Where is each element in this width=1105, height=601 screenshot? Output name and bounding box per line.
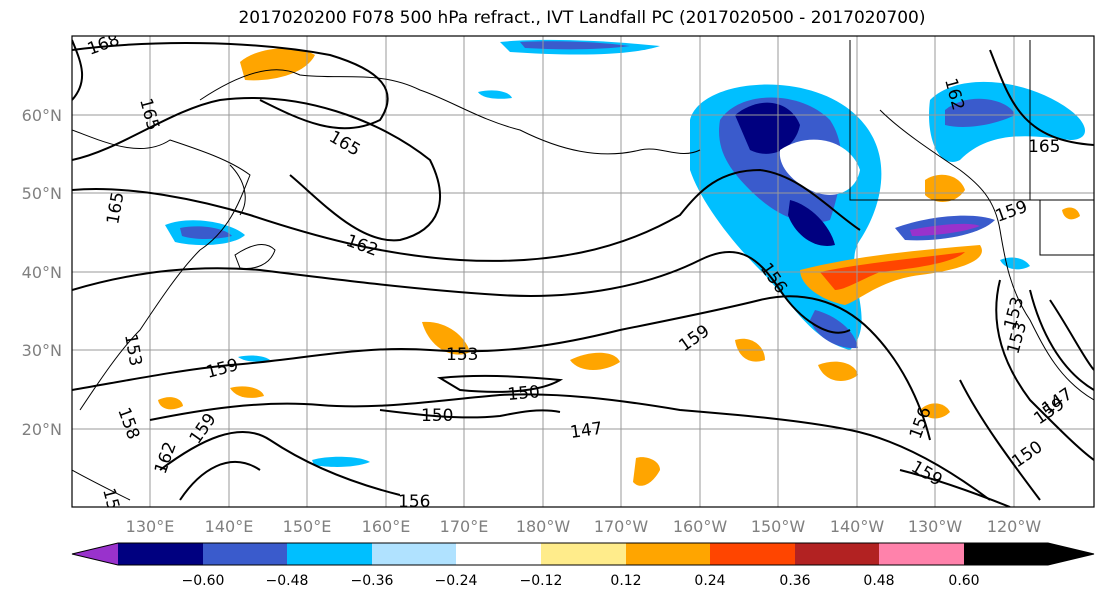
colorbar-tick-label: 0.48 <box>863 573 894 589</box>
contour-label: 150 <box>421 406 453 426</box>
negative-anomaly-region <box>312 456 370 467</box>
graticule <box>72 36 1094 507</box>
negative-anomaly-region <box>810 310 858 349</box>
colorbar-tick-label: −0.60 <box>182 573 225 589</box>
colorbar-outline <box>71 542 1095 566</box>
height-contours <box>72 39 1094 507</box>
contour-label: 156 <box>398 492 430 512</box>
positive-anomaly-region <box>1062 207 1080 220</box>
colorbar-tick-label: −0.36 <box>351 573 394 589</box>
colorbar-segment <box>287 543 372 565</box>
lon-label: 130°E <box>126 517 175 536</box>
lon-label: 170°W <box>594 517 649 536</box>
colorbar-tick-label: 0.24 <box>694 573 725 589</box>
lon-label: 150°W <box>751 517 806 536</box>
colorbar-tick-label: −0.24 <box>435 573 478 589</box>
colorbar-segment <box>626 543 710 565</box>
colorbar-tick-label: 0.36 <box>779 573 810 589</box>
negative-anomaly-region <box>779 139 860 195</box>
positive-anomaly-region <box>820 252 965 290</box>
contour-label: 150 <box>507 382 541 405</box>
ivt-shading <box>158 39 1085 486</box>
colorbar-segment <box>118 543 203 565</box>
lat-label: 40°N <box>22 263 62 282</box>
negative-anomaly-region <box>478 90 512 99</box>
lon-label: 140°E <box>205 517 254 536</box>
colorbar-tick-label: 0.60 <box>948 573 979 589</box>
positive-anomaly-region <box>158 397 183 410</box>
contour-label: 15 <box>98 486 123 512</box>
colorbar-segment <box>541 543 626 565</box>
positive-anomaly-region <box>633 457 660 486</box>
lon-label: 160°E <box>362 517 411 536</box>
negative-anomaly-region <box>788 200 835 246</box>
lon-label: 160°W <box>673 517 728 536</box>
map-frame <box>71 35 1095 508</box>
contour-label: 153 <box>446 345 478 365</box>
colorbar-tick-label: −0.12 <box>520 573 563 589</box>
lon-label: 140°W <box>830 517 885 536</box>
contour-label: 147 <box>569 419 604 443</box>
map-panel: 168 165 165 162 165 162 165 159 156 153 … <box>72 36 1094 512</box>
map-title: 2017020200 F078 500 hPa refract., IVT La… <box>238 8 926 28</box>
colorbar-extend-min <box>72 543 118 565</box>
negative-anomaly-region <box>945 98 1015 127</box>
colorbar-segment <box>710 543 795 565</box>
colorbar-segment <box>879 543 964 565</box>
lon-label: 130°W <box>908 517 963 536</box>
colorbar-segment <box>372 543 456 565</box>
positive-anomaly-region <box>230 386 264 398</box>
positive-anomaly-region <box>910 223 980 236</box>
lon-label: 180°W <box>516 517 571 536</box>
longitude-labels: 130°E 140°E 150°E 160°E 170°E 180°W 170°… <box>126 517 1042 536</box>
lat-label: 20°N <box>22 420 62 439</box>
latitude-labels: 60°N 50°N 40°N 30°N 20°N <box>22 106 62 439</box>
positive-anomaly-region <box>570 352 620 370</box>
negative-anomaly-region <box>520 41 630 50</box>
lon-label: 170°E <box>440 517 489 536</box>
positive-anomaly-region <box>818 361 858 381</box>
colorbar-tick-label: −0.48 <box>266 573 309 589</box>
colorbar-segment <box>795 543 879 565</box>
contour-label: 165 <box>1028 137 1060 157</box>
negative-anomaly-region <box>238 355 270 362</box>
colorbar: −0.60 −0.48 −0.36 −0.24 −0.12 0.12 0.24 … <box>71 542 1095 589</box>
colorbar-segment <box>456 543 541 565</box>
positive-anomaly-region <box>422 321 470 355</box>
lat-label: 30°N <box>22 341 62 360</box>
colorbar-segment <box>203 543 287 565</box>
lat-label: 60°N <box>22 106 62 125</box>
lon-label: 120°W <box>987 517 1042 536</box>
colorbar-extend-max <box>964 543 1094 565</box>
lat-label: 50°N <box>22 184 62 203</box>
lon-label: 150°E <box>283 517 332 536</box>
colorbar-tick-label: 0.12 <box>610 573 641 589</box>
negative-anomaly-region <box>180 226 232 239</box>
